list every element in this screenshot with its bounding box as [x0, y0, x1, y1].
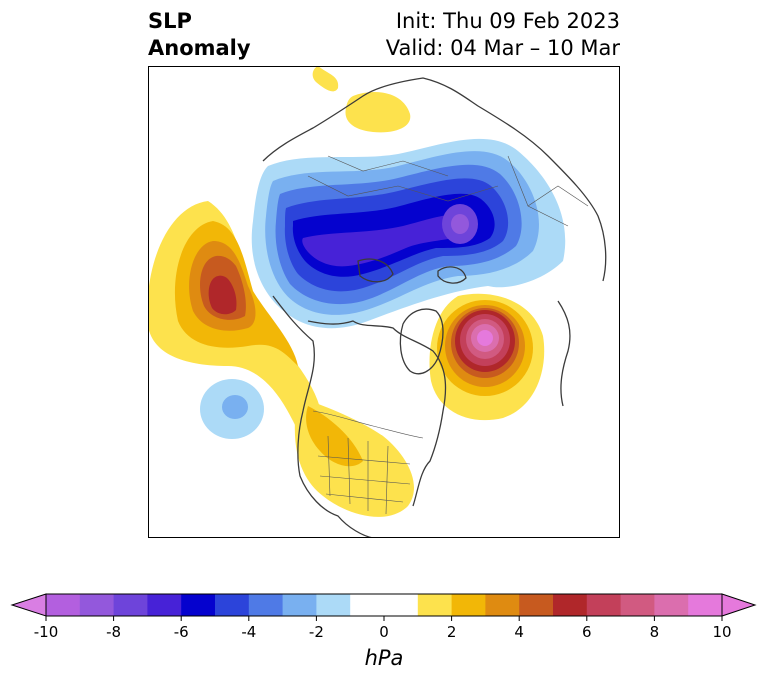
europe-high-anomaly	[312, 66, 411, 133]
colorbar-segment	[519, 594, 554, 616]
colorbar-segment	[350, 594, 385, 616]
us-high-anomaly	[294, 396, 414, 517]
greenland-coast	[399, 308, 444, 375]
colorbar-tick-label: -8	[106, 623, 121, 641]
colorbar-tick-label: 10	[712, 623, 731, 641]
colorbar-segment	[417, 594, 453, 616]
north-america-coast	[272, 295, 447, 538]
colorbar-segment	[113, 594, 148, 616]
colorbar-tick-label: -6	[174, 623, 189, 641]
colorbar-segment	[282, 594, 317, 616]
colorbar-ticks: -10 -8 -6 -4 -2 0 2 4 6 8 10	[34, 616, 732, 641]
colorbar-segment	[620, 594, 655, 616]
colorbar-segment	[586, 594, 622, 616]
colorbar-segment	[248, 594, 284, 616]
eurasian-borders	[307, 155, 589, 227]
pacific-low-anomaly	[200, 379, 264, 439]
arctic-islands	[357, 258, 467, 284]
colorbar-segment	[384, 594, 419, 616]
init-date: Init: Thu 09 Feb 2023	[395, 9, 620, 33]
colorbar-tick-label: 8	[650, 623, 660, 641]
us-state-grid	[317, 435, 411, 515]
colorbar-unit: hPa	[364, 646, 404, 670]
colorbar-segment	[451, 594, 486, 616]
map-frame	[148, 66, 620, 538]
colorbar-segment	[215, 594, 250, 616]
colorbar-tick-label: -10	[34, 623, 59, 641]
valid-range: Valid: 04 Mar – 10 Mar	[385, 36, 620, 60]
colorbar-extend-low	[10, 593, 47, 617]
colorbar-segment	[654, 594, 689, 616]
greenland-high-anomaly	[429, 293, 545, 421]
map-title: SLP Anomaly	[148, 8, 251, 62]
colorbar-tick-label: 2	[447, 623, 457, 641]
colorbar-segment	[79, 594, 115, 616]
colorbar-segment	[316, 594, 351, 616]
colorbar-tick-label: -4	[241, 623, 256, 641]
country-borders	[307, 155, 589, 515]
title-line-1: SLP	[148, 9, 192, 33]
colorbar-tick-label: 0	[379, 623, 389, 641]
colorbar: -10 -8 -6 -4 -2 0 2 4 6 8 10	[10, 593, 757, 641]
colorbar-segment	[553, 594, 588, 616]
colorbar-segment	[688, 594, 723, 616]
colorbar-segment	[147, 594, 182, 616]
eurasian-low-anomaly	[251, 138, 566, 329]
colorbar-tick-label: 6	[582, 623, 592, 641]
colorbar-segment	[46, 594, 81, 616]
us-canada-border	[312, 410, 424, 439]
eurasia-coast	[262, 77, 607, 407]
title-line-2: Anomaly	[148, 36, 251, 60]
coastlines	[262, 77, 607, 538]
pacific-high-anomaly	[148, 201, 324, 450]
colorbar-tick-label: 4	[514, 623, 524, 641]
colorbar-segment	[181, 594, 216, 616]
colorbar-segment	[485, 594, 520, 616]
anomaly-map	[148, 66, 620, 538]
colorbar-tick-label: -2	[309, 623, 324, 641]
colorbar-segments	[45, 593, 723, 617]
colorbar-extend-high	[721, 593, 757, 617]
date-info: Init: Thu 09 Feb 2023 Valid: 04 Mar – 10…	[386, 8, 620, 62]
